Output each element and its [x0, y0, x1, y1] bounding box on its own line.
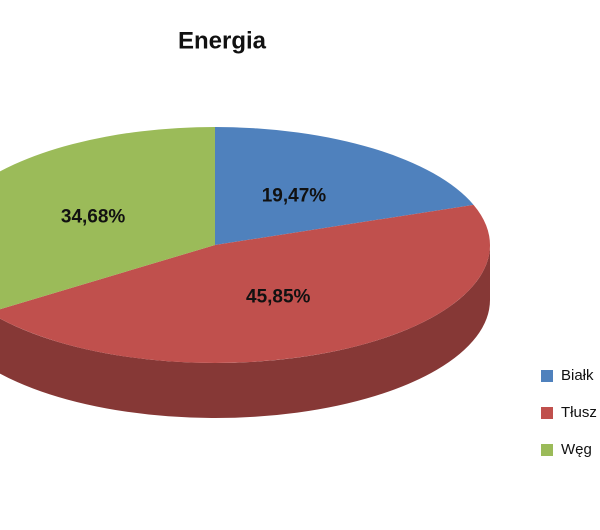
- chart-title: Energia: [178, 27, 267, 54]
- legend-label: Tłusz: [561, 404, 597, 421]
- slice: [0, 127, 215, 310]
- data-label: 34,68%: [61, 207, 126, 228]
- data-label: 45,85%: [246, 286, 311, 307]
- slice: [0, 204, 490, 363]
- slice: [215, 127, 474, 245]
- legend-label: Białk: [561, 367, 594, 384]
- legend-swatch: [541, 407, 553, 419]
- data-label: 19,47%: [262, 186, 327, 207]
- legend-label: Węg: [561, 441, 592, 458]
- legend-swatch: [541, 444, 553, 456]
- slice-side: [0, 245, 490, 418]
- legend-swatch: [541, 370, 553, 382]
